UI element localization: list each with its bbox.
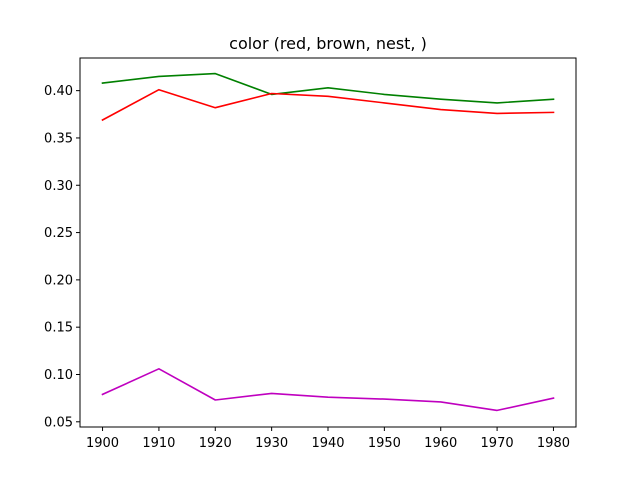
- x-tick-label: 1920: [199, 436, 232, 451]
- y-tick-label: 0.35: [44, 131, 73, 146]
- y-tick-label: 0.15: [44, 321, 73, 336]
- series-line-1: [101, 72, 555, 104]
- x-tick-label: 1930: [255, 436, 288, 451]
- x-tick-label: 1970: [481, 436, 514, 451]
- y-tick-label: 0.30: [44, 179, 73, 194]
- series-layer: [101, 72, 555, 412]
- x-tick-label: 1980: [537, 436, 570, 451]
- series-line-3: [101, 367, 555, 412]
- x-tick-label: 1950: [368, 436, 401, 451]
- y-axis: 0.05 0.10 0.15 0.20 0.25 0.30 0.35 0.40: [44, 84, 80, 430]
- y-tick-label: 0.10: [44, 368, 73, 383]
- chart-title: color (red, brown, nest, ): [229, 34, 427, 53]
- series-line-2: [101, 88, 555, 122]
- x-axis: 1900 1910 1920 1930 1940 1950 1960 1970 1980: [86, 427, 570, 451]
- x-tick-label: 1960: [424, 436, 457, 451]
- x-tick-label: 1900: [86, 436, 119, 451]
- x-tick-label: 1910: [142, 436, 175, 451]
- y-tick-label: 0.20: [44, 273, 73, 288]
- y-tick-label: 0.05: [44, 415, 73, 430]
- y-tick-label: 0.40: [44, 84, 73, 99]
- y-tick-label: 0.25: [44, 226, 73, 241]
- x-tick-label: 1940: [311, 436, 344, 451]
